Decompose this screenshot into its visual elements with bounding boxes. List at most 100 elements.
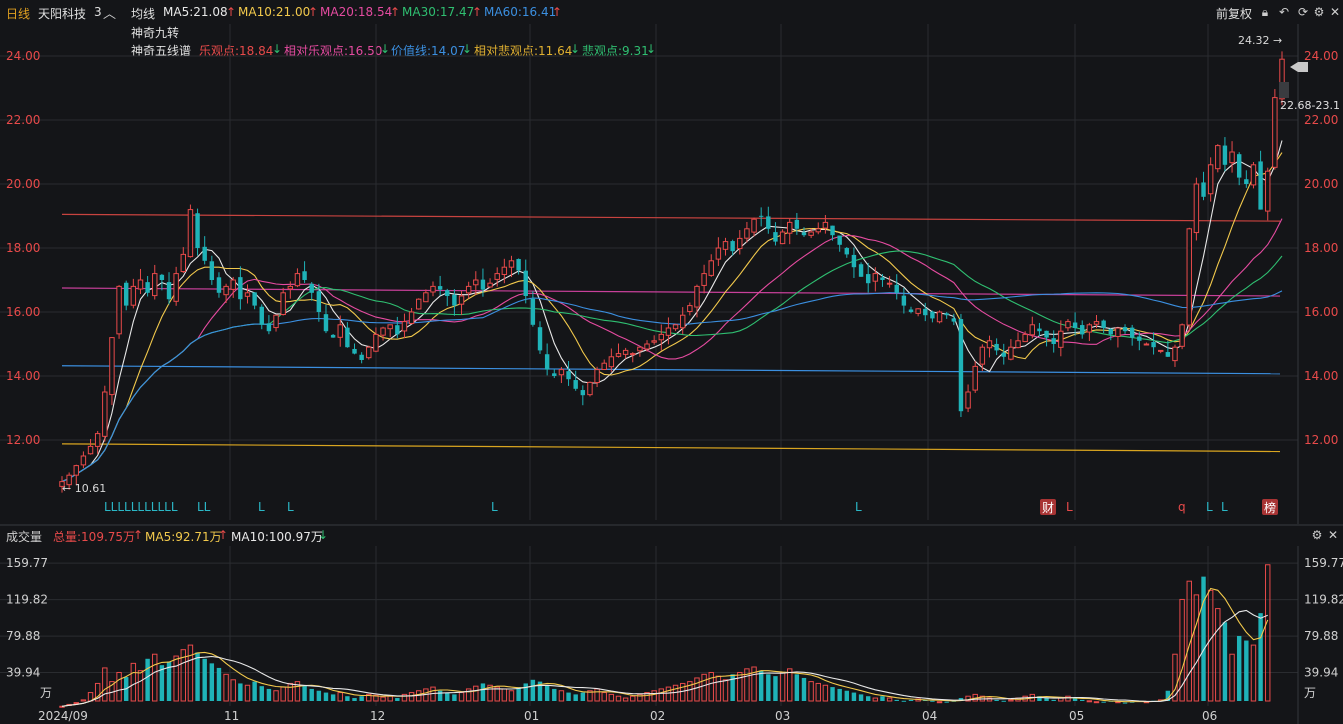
volume-bar[interactable] [202,658,207,701]
volume-bar[interactable] [615,695,622,702]
volume-bar[interactable] [787,668,793,702]
candle[interactable] [679,314,686,329]
volume-bar[interactable] [601,692,607,702]
volume-bar[interactable] [722,679,729,702]
volume-bar[interactable] [230,679,236,702]
candle[interactable] [794,219,800,229]
volume-bar[interactable] [445,692,450,701]
volume-bar[interactable] [936,701,943,704]
candle[interactable] [352,348,357,354]
volume-bar[interactable] [1207,589,1214,702]
volume-bar[interactable] [473,685,479,702]
lock-icon[interactable]: 🔒︎ [1261,5,1269,19]
candle[interactable] [1244,179,1249,184]
candle[interactable] [137,279,144,290]
tag-badge[interactable] [1262,499,1278,515]
volume-bar[interactable] [708,671,714,702]
candle[interactable] [508,260,515,268]
candle[interactable] [637,346,643,352]
volume-bar[interactable] [1165,690,1171,701]
candle[interactable] [59,481,65,487]
candle[interactable] [858,264,864,277]
volume-bar[interactable] [1193,594,1200,702]
volume-bar[interactable] [587,690,593,702]
volume-bar[interactable] [1044,698,1049,701]
volume-bar[interactable] [944,701,949,703]
volume-settings-icon[interactable]: ⚙ [1311,528,1323,542]
candle[interactable] [1229,151,1235,164]
volume-close-icon[interactable]: ✕ [1327,528,1339,542]
volume-bar[interactable] [452,694,457,701]
candle[interactable] [1158,349,1164,352]
layout-count[interactable]: 3 [94,5,102,19]
settings-icon[interactable]: ⚙ [1313,5,1325,19]
volume-bar[interactable] [352,698,357,701]
candle[interactable] [1022,333,1028,343]
volume-bar[interactable] [523,683,528,701]
candle[interactable] [1186,228,1192,326]
volume-bar[interactable] [872,697,879,702]
volume-bar[interactable] [694,677,700,702]
candle[interactable] [1072,322,1078,328]
candle[interactable] [238,277,243,300]
volume-bar[interactable] [73,702,79,705]
candle[interactable] [102,391,108,437]
candle[interactable] [530,298,536,325]
candle[interactable] [1058,330,1064,348]
volume-bar[interactable] [1229,653,1235,702]
volume-bar[interactable] [1244,640,1249,701]
volume-bar[interactable] [930,700,935,702]
candle[interactable] [701,273,707,286]
volume-bar[interactable] [994,699,999,701]
candle[interactable] [259,306,264,325]
candle[interactable] [216,277,222,293]
candle[interactable] [608,356,615,368]
candle[interactable] [1236,154,1242,178]
volume-bar[interactable] [244,684,251,702]
candle[interactable] [1265,170,1271,212]
volume-bar[interactable] [130,662,137,702]
candle[interactable] [1001,352,1006,357]
volume-bar[interactable] [530,679,536,701]
volume-bar[interactable] [801,677,807,701]
volume-bar[interactable] [965,695,971,702]
candle[interactable] [323,314,329,332]
candle[interactable] [837,235,842,245]
candle[interactable] [622,349,629,355]
candle[interactable] [337,324,343,338]
adjust-label[interactable]: 前复权 [1216,7,1253,21]
volume-bar[interactable] [1172,653,1178,702]
volume-bar[interactable] [137,670,144,702]
candle[interactable] [458,295,465,305]
volume-bar[interactable] [651,690,657,702]
price-chart[interactable]: 24.00 24.00 22.00 22.00 20.00 20.00 18.00 18.00… [0,0,1343,524]
candle[interactable] [1015,340,1021,349]
volume-bar[interactable] [1093,701,1100,704]
volume-bar[interactable] [1051,699,1056,701]
candle[interactable] [423,292,429,303]
volume-bar[interactable] [480,683,486,701]
volume-bar[interactable] [730,674,735,701]
candle[interactable] [1086,324,1093,333]
candle[interactable] [116,285,122,335]
candle[interactable] [230,279,236,290]
volume-bar[interactable] [273,690,279,702]
candle[interactable] [1272,97,1278,168]
volume-bar[interactable] [1201,576,1206,701]
volume-bar[interactable] [1222,622,1228,701]
candle[interactable] [822,221,829,229]
volume-bar[interactable] [865,696,871,701]
candle[interactable] [986,340,993,349]
volume-bar[interactable] [387,695,393,702]
candle[interactable] [401,321,408,332]
volume-bar[interactable] [401,693,408,702]
candle[interactable] [558,369,565,376]
volume-bar[interactable] [580,692,586,701]
candle[interactable] [544,354,550,370]
refresh-icon[interactable]: ⟳ [1297,5,1309,19]
candle[interactable] [123,282,129,306]
candle[interactable] [244,292,251,297]
candle[interactable] [908,309,914,312]
volume-bar[interactable] [715,675,722,702]
volume-bar[interactable] [280,686,286,702]
